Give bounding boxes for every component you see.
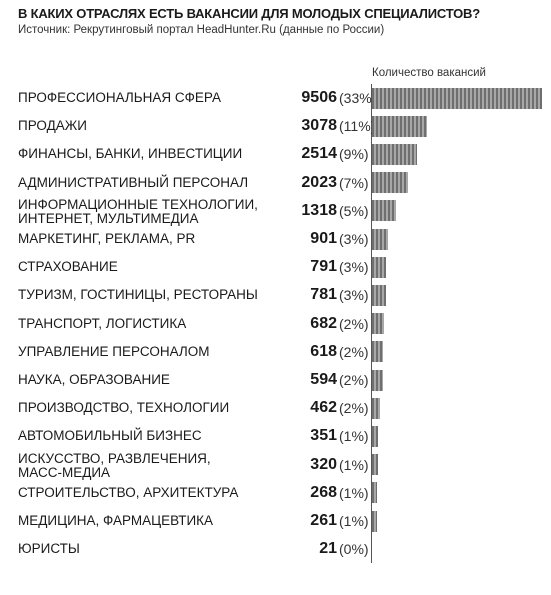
category-label: СТРАХОВАНИЕ [18, 259, 118, 275]
value-label: 1318 [301, 201, 337, 219]
value-label: 9506 [301, 89, 337, 106]
category-label: ТУРИЗМ, ГОСТИНИЦЫ, РЕСТОРАНЫ [18, 287, 258, 303]
value-label: 618 [310, 342, 337, 360]
value-label: 268 [310, 483, 337, 501]
subtitle: Источник: Рекрутинговый портал HeadHunte… [18, 24, 385, 36]
bar [372, 341, 384, 363]
share-label: (1%) [339, 513, 369, 529]
category-label: ПРОИЗВОДСТВО, ТЕХНОЛОГИИ [18, 400, 230, 416]
category-label: ПРОДАЖИ [18, 118, 87, 134]
bar [372, 397, 381, 419]
share-label: (7%) [339, 174, 369, 191]
bar [372, 454, 378, 476]
value-label: 2023 [301, 173, 337, 191]
category-label: ЮРИСТЫ [18, 541, 80, 557]
axis-line [371, 84, 372, 564]
value-label: 901 [310, 230, 337, 247]
category-label: НАУКА, ОБРАЗОВАНИЕ [18, 372, 170, 387]
share-label: (9%) [339, 146, 369, 163]
bar [372, 228, 389, 250]
value-label: 594 [310, 371, 337, 388]
bar [372, 510, 377, 532]
bar [372, 482, 377, 504]
category-label: МЕДИЦИНА, ФАРМАЦЕВТИКА [18, 513, 214, 528]
bar [372, 256, 387, 278]
share-label: (33%) [339, 90, 377, 106]
share-label: (2%) [339, 343, 369, 360]
chart-title: В КАКИХ ОТРАСЛЯХ ЕСТЬ ВАКАНСИИ ДЛЯ МОЛОД… [18, 6, 480, 21]
share-label: (3%) [339, 287, 369, 304]
share-label: (2%) [339, 400, 369, 417]
bar [372, 313, 385, 335]
share-label: (3%) [339, 259, 369, 276]
value-label: 351 [310, 427, 337, 445]
bar [372, 284, 386, 306]
category-label: ПРОФЕССИОНАЛЬНАЯ СФЕРА [18, 90, 222, 105]
category-label: ИНФОРМАЦИОННЫЕ ТЕХНОЛОГИИ, ИНТЕРНЕТ, МУЛ… [18, 196, 258, 226]
share-label: (1%) [339, 428, 369, 445]
category-label: СТРОИТЕЛЬСТВО, АРХИТЕКТУРА [18, 484, 239, 500]
value-label: 3078 [301, 117, 337, 135]
bar [372, 87, 542, 109]
value-label: 781 [310, 286, 337, 304]
bar [372, 200, 396, 222]
bar [372, 172, 409, 194]
category-label: МАРКЕТИНГ, РЕКЛАМА, PR [18, 231, 196, 246]
share-label: (11%) [339, 118, 376, 135]
value-label: 261 [310, 512, 337, 529]
bar [372, 425, 379, 447]
share-label: (5%) [339, 202, 369, 219]
category-label: ФИНАНСЫ, БАНКИ, ИНВЕСТИЦИИ [18, 146, 243, 162]
bar [372, 369, 383, 391]
share-label: (2%) [339, 315, 369, 332]
value-label: 2514 [301, 145, 337, 163]
share-label: (0%) [339, 541, 369, 558]
category-label: АВТОМОБИЛЬНЫЙ БИЗНЕС [18, 428, 202, 444]
category-label: ИСКУССТВО, РАЗВЛЕЧЕНИЯ, МАСС-МЕДИА [18, 450, 211, 480]
share-label: (3%) [339, 231, 369, 247]
value-label: 462 [310, 399, 337, 417]
value-label: 21 [319, 540, 337, 558]
category-label: УПРАВЛЕНИЕ ПЕРСОНАЛОМ [18, 343, 210, 359]
category-label: ТРАНСПОРТ, ЛОГИСТИКА [18, 315, 187, 331]
share-label: (1%) [339, 456, 369, 473]
share-label: (1%) [339, 484, 369, 501]
value-label: 791 [310, 258, 337, 276]
axis-label: Количество вакансий [372, 67, 486, 79]
bar [372, 143, 417, 165]
value-label: 682 [310, 314, 337, 332]
value-label: 320 [310, 455, 337, 473]
bar [372, 115, 428, 137]
category-label: АДМИНИСТРАТИВНЫЙ ПЕРСОНАЛ [18, 174, 249, 190]
share-label: (2%) [339, 372, 369, 388]
